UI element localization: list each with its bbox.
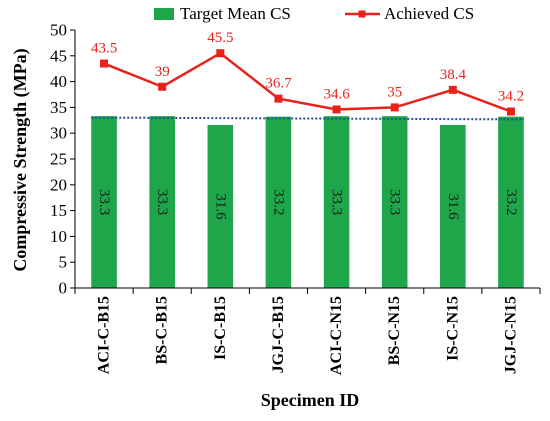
achieved-cs-value-label: 36.7 <box>265 76 292 92</box>
bar-value-label: 33.3 <box>329 189 345 215</box>
y-tick-label: 5 <box>59 253 68 272</box>
x-tick-label: JGJ-C-B15 <box>270 296 287 373</box>
bar-value-label: 33.2 <box>503 189 519 215</box>
y-tick-label: 25 <box>50 150 67 169</box>
achieved-cs-value-label: 35 <box>387 84 402 100</box>
legend-swatch-target-mean-cs <box>154 8 174 20</box>
x-tick-label: ACI-C-B15 <box>96 296 113 374</box>
achieved-cs-point <box>506 107 515 116</box>
legend-label-target-mean-cs: Target Mean CS <box>180 4 291 23</box>
bar-value-label: 33.3 <box>96 189 112 215</box>
y-tick-label: 15 <box>50 201 67 220</box>
bar-is-c-b15 <box>207 124 234 288</box>
x-tick-label: IS-C-N15 <box>444 296 461 361</box>
x-tick-label: ACI-C-N15 <box>328 296 345 375</box>
y-tick-label: 45 <box>50 46 67 65</box>
achieved-cs-value-label: 43.5 <box>91 41 117 57</box>
achieved-cs-point <box>158 82 167 91</box>
y-tick-label: 50 <box>50 21 67 40</box>
y-tick-label: 40 <box>50 72 67 91</box>
y-tick-label: 30 <box>50 124 67 143</box>
legend-marker-achieved-cs <box>358 10 366 18</box>
achieved-cs-value-label: 38.4 <box>440 67 467 83</box>
y-tick-label: 0 <box>59 279 68 298</box>
x-axis-title: Specimen ID <box>261 390 360 410</box>
legend-label-achieved-cs: Achieved CS <box>384 4 474 23</box>
y-axis-title: Compressive Strength (MPa) <box>10 48 31 271</box>
bars <box>91 116 524 288</box>
x-tick-label: BS-C-B15 <box>154 296 171 364</box>
y-tick-label: 20 <box>50 175 67 194</box>
achieved-cs-value-label: 34.6 <box>323 86 350 102</box>
y-tick-label: 10 <box>50 227 67 246</box>
bar-aci-c-n15 <box>323 116 350 288</box>
y-tick-label: 35 <box>50 98 67 117</box>
achieved-cs-point <box>332 105 341 114</box>
bar-value-label: 33.3 <box>387 189 403 215</box>
target-trendline <box>91 116 524 121</box>
bar-value-label: 31.6 <box>445 193 461 220</box>
x-tick-label: JGJ-C-N15 <box>502 296 519 374</box>
achieved-cs-point <box>216 49 225 58</box>
achieved-cs-value-label: 34.2 <box>498 89 524 105</box>
bar-bs-c-b15 <box>149 116 175 288</box>
bar-value-label: 31.6 <box>212 193 228 220</box>
x-tick-label: IS-C-B15 <box>212 296 229 360</box>
achieved-cs-value-label: 39 <box>155 64 170 80</box>
trendline <box>91 116 524 121</box>
achieved-cs-point <box>274 94 283 103</box>
bar-value-label: 33.3 <box>154 189 170 215</box>
achieved-cs-polyline <box>103 51 512 113</box>
bar-is-c-n15 <box>440 124 466 288</box>
achieved-cs-point <box>448 85 457 94</box>
achieved-cs-point <box>100 59 109 68</box>
bar-bs-c-n15 <box>381 116 408 288</box>
achieved-cs-point <box>390 103 399 112</box>
bar-value-label: 33.2 <box>270 189 286 215</box>
bar-jgj-c-b15 <box>265 116 292 288</box>
axes: 0 5 10 15 20 25 30 35 40 45 50 ACI-C-B15 BS-C-B15 IS-… <box>50 21 541 375</box>
legend: Target Mean CS Achieved CS <box>154 4 474 23</box>
bar-aci-c-b15 <box>91 116 117 288</box>
x-tick-label: BS-C-N15 <box>386 296 403 365</box>
bar-jgj-c-n15 <box>498 116 524 288</box>
achieved-cs-value-label: 45.5 <box>207 30 233 46</box>
data-labels: 33.3 33.3 31.6 33.2 33.3 33.3 31.6 33.2 43.5 39 45… <box>91 30 524 220</box>
achieved-cs-line <box>100 49 515 116</box>
